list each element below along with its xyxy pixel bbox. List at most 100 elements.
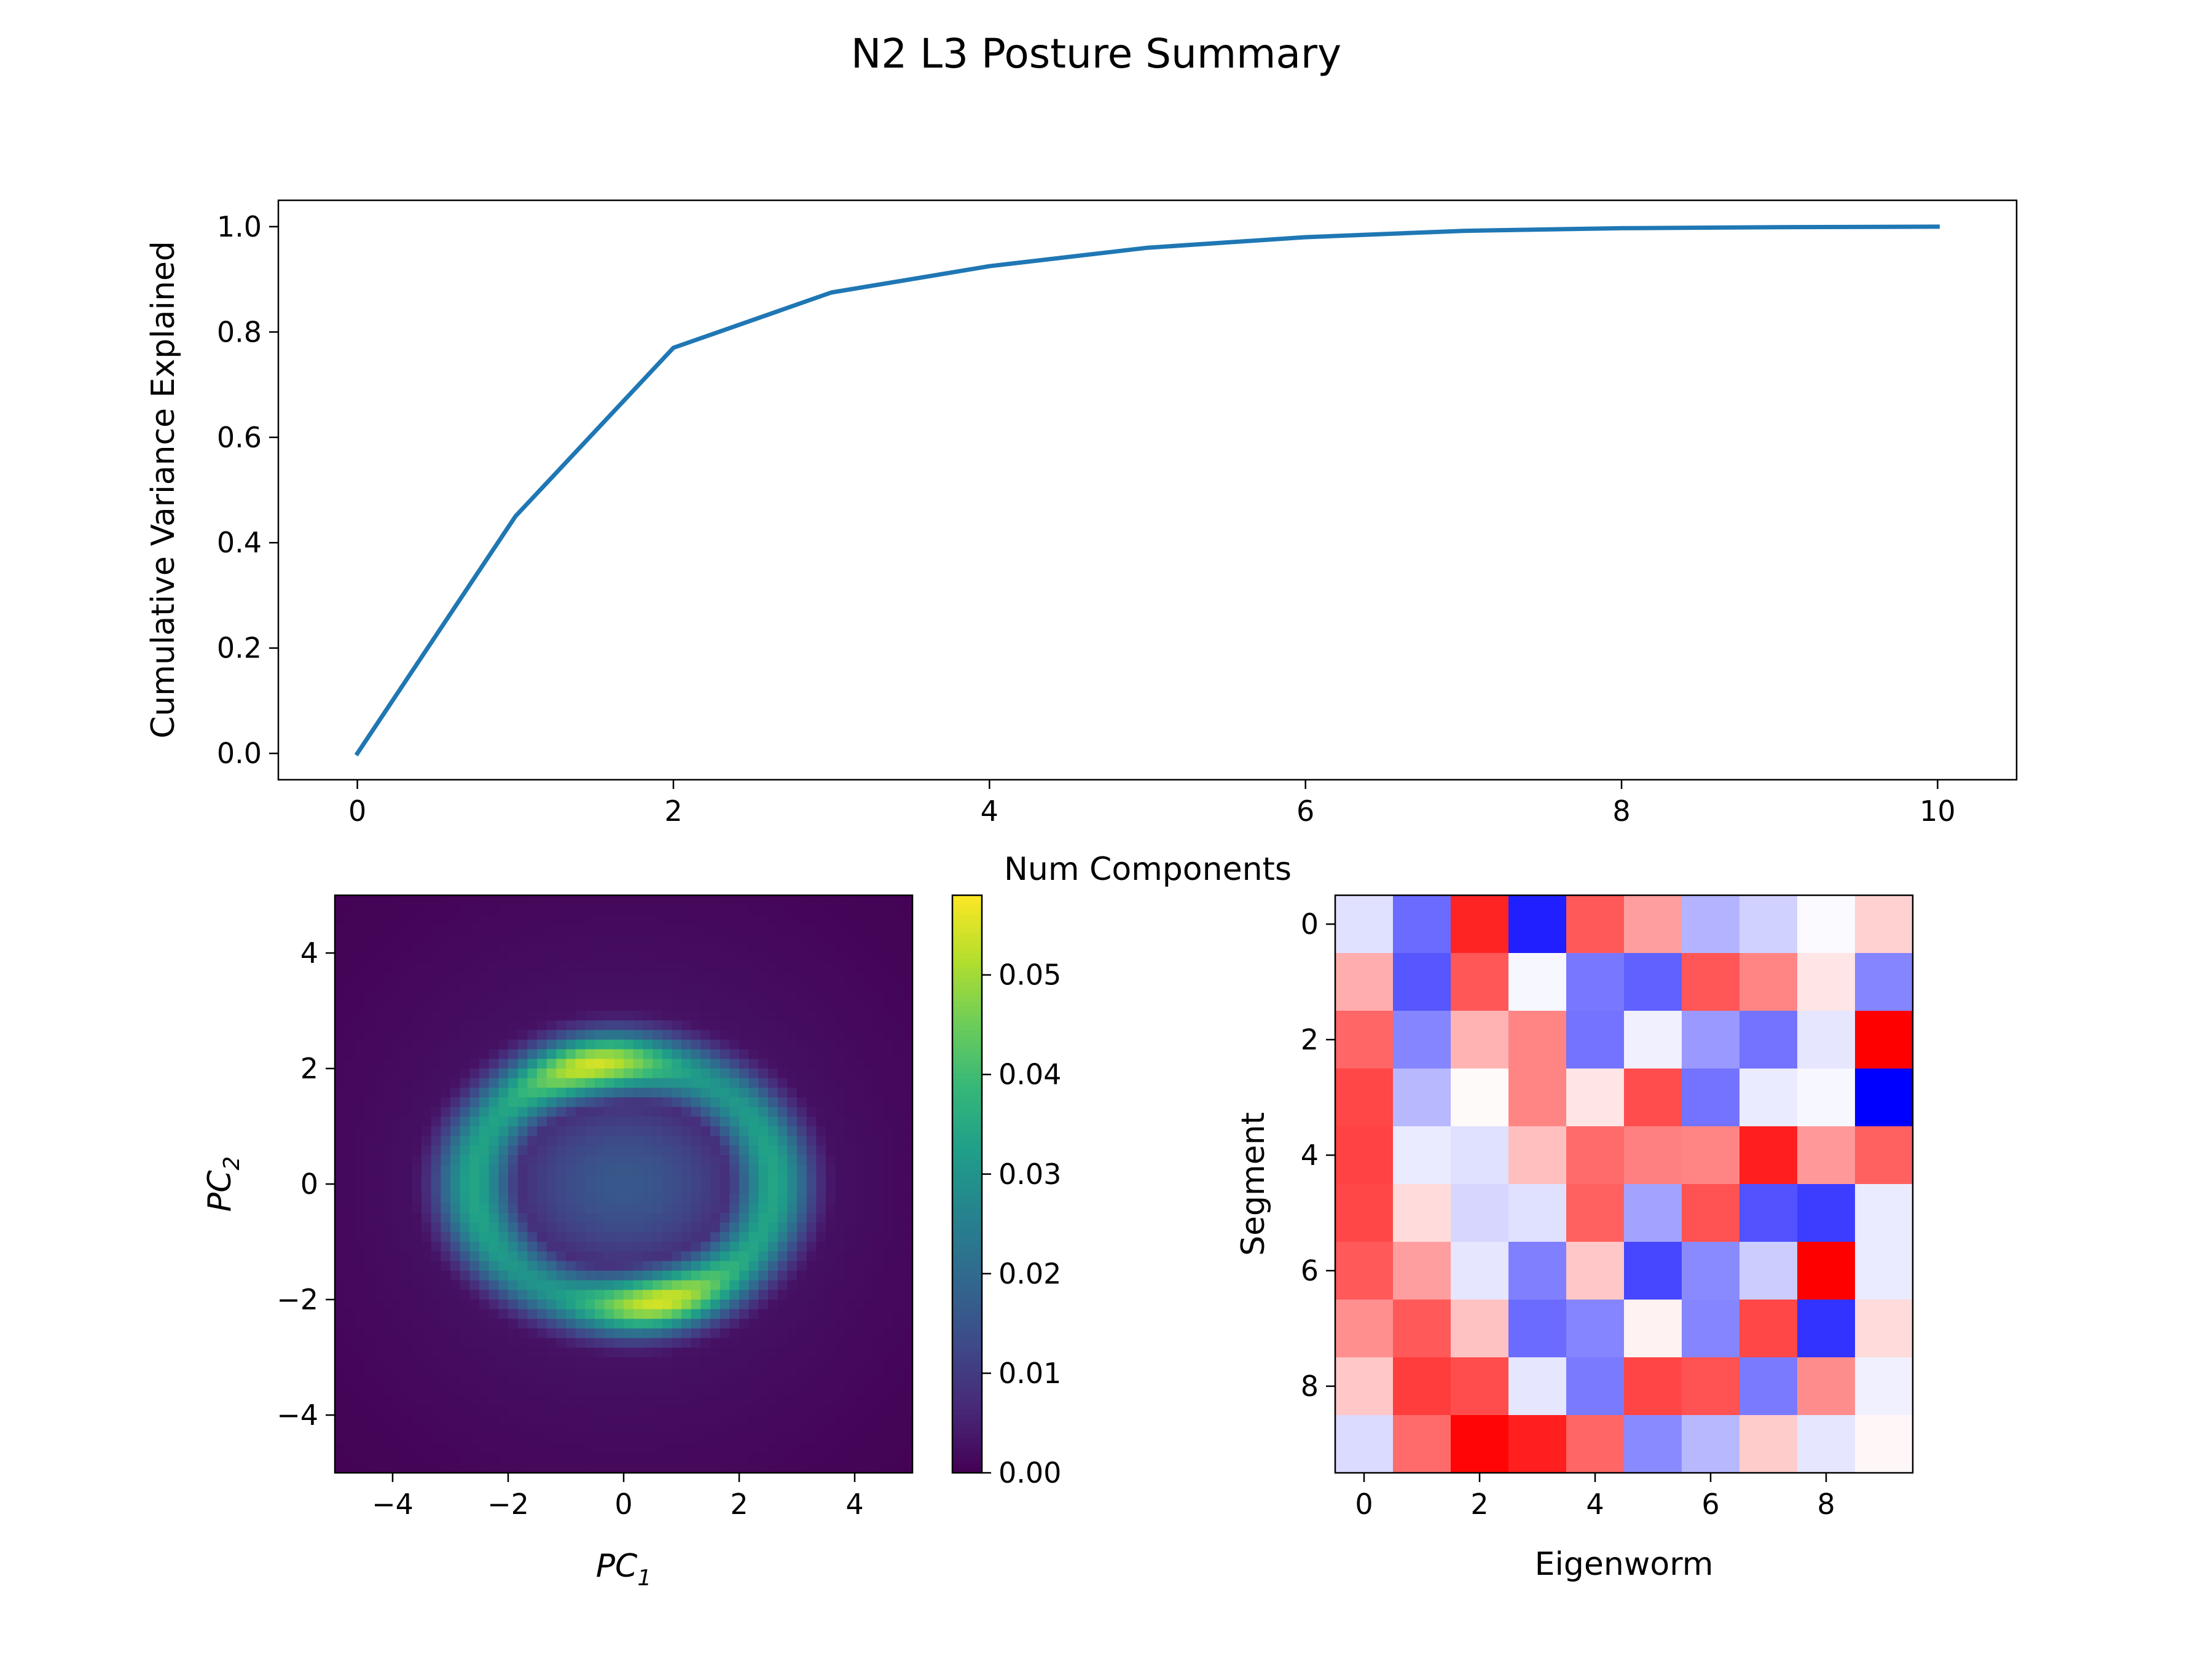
density-cell [479,1386,490,1397]
density-cell [460,1193,470,1204]
colorbar-band [952,1333,982,1339]
density-cell [739,1357,750,1368]
density-cell [739,1020,750,1030]
density-cell [768,1069,779,1079]
density-cell [469,1434,480,1445]
density-cell [595,1309,605,1319]
density-cell [604,924,614,935]
density-cell [508,953,519,963]
density-cell [441,1453,451,1464]
density-cell [797,1107,807,1117]
density-cell [517,1001,528,1011]
density-cell [662,1395,672,1406]
density-cell [422,1232,432,1242]
density-cell [450,1424,461,1435]
density-cell [672,1395,682,1406]
density-cell [566,1242,576,1252]
density-cell [893,1280,903,1290]
density-cell [893,1453,903,1464]
density-cell [633,1357,643,1368]
density-cell [662,1184,672,1194]
density-cell [835,1463,845,1473]
density-cell [816,1347,826,1358]
density-cell [344,1395,355,1406]
density-cell [806,1405,817,1416]
density-cell [691,1463,701,1473]
eigenworm-cell [1682,953,1740,1011]
density-cell [479,1088,490,1098]
density-cell [777,1145,788,1156]
density-cell [748,1040,759,1050]
density-cell [508,1203,519,1214]
density-cell [517,1444,528,1454]
density-cell [460,1107,470,1117]
density-cell [344,1011,355,1021]
density-cell [662,1251,672,1261]
density-cell [556,1040,567,1050]
density-cell [498,1011,509,1021]
density-cell [614,933,624,944]
density-cell [720,1184,730,1194]
density-cell [787,1174,798,1185]
density-cell [498,1242,509,1252]
density-cell [729,1386,740,1397]
density-cell [787,1193,798,1204]
density-cell [527,1126,538,1137]
density-cell [604,914,614,925]
density-cell [498,1319,509,1329]
density-cell [787,1280,798,1290]
density-cell [903,982,913,992]
density-cell [614,1030,624,1040]
density-cell [893,972,903,982]
density-cell [720,1040,730,1050]
density-cell [595,1444,605,1454]
density-cell [344,1107,355,1117]
density-cell [903,1040,913,1050]
density-cell [903,1059,913,1069]
density-cell [826,1020,836,1030]
density-cell [710,1116,721,1127]
density-cell [691,1126,701,1137]
density-cell [874,924,884,935]
density-cell [364,1357,374,1368]
density-cell [681,1222,692,1233]
density-cell [556,1338,567,1348]
density-cell [874,1116,884,1127]
density-cell [566,1001,576,1011]
density-cell [479,1193,490,1204]
density-cell [835,1347,845,1358]
density-cell [874,953,884,963]
density-cell [672,1309,682,1319]
density-cell [826,1280,836,1290]
density-cell [393,1088,403,1098]
density-cell [344,1020,355,1030]
density-cell [393,1126,403,1137]
density-cell [806,1367,817,1377]
density-cell [768,933,779,944]
density-cell [653,1213,663,1223]
density-cell [768,1078,779,1088]
density-cell [816,1280,826,1290]
density-cell [402,895,412,906]
density-cell [662,1367,672,1377]
density-cell [364,1328,374,1339]
density-cell [797,1145,807,1156]
line-ytick-label: 0.8 [217,315,262,348]
density-cell [672,933,682,944]
density-cell [422,1116,432,1127]
density-cell [431,1309,441,1319]
density-cell [546,953,557,963]
density-cell [460,1020,470,1030]
density-cell [412,1164,422,1175]
density-cell [508,1347,519,1358]
density-cell [344,991,355,1002]
density-cell [575,914,586,925]
density-cell [845,1434,855,1445]
density-cell [777,1386,788,1397]
density-cell [527,1030,538,1040]
density-cell [508,1040,519,1050]
density-cell [527,1135,538,1146]
density-cell [691,1338,701,1348]
density-cell [585,1116,595,1127]
density-cell [335,1347,345,1358]
